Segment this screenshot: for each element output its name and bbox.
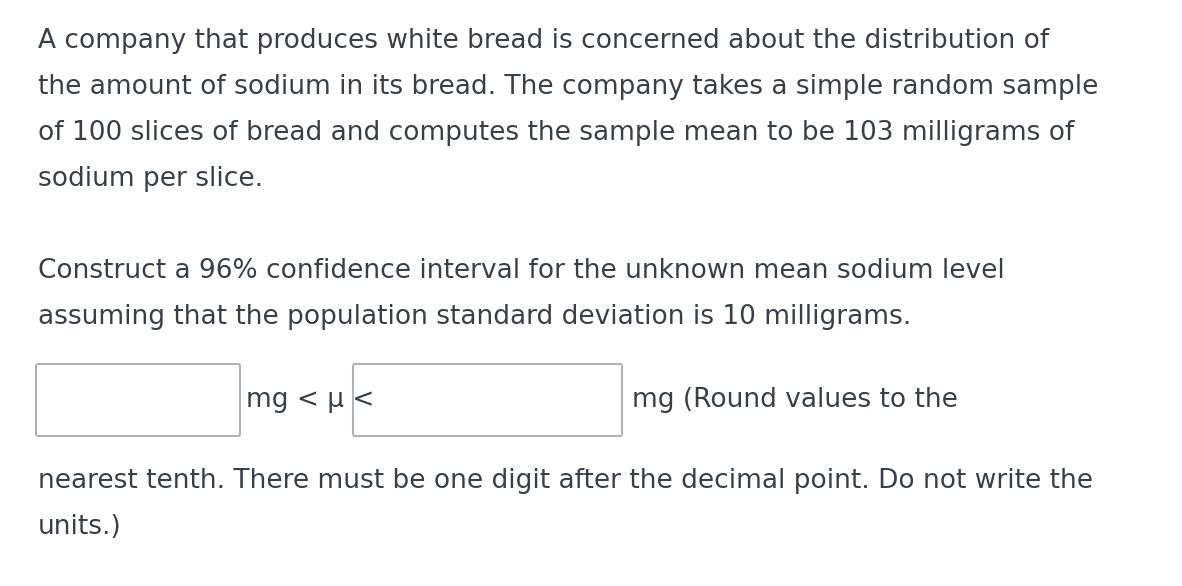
Text: the amount of sodium in its bread. The company takes a simple random sample: the amount of sodium in its bread. The c… — [38, 74, 1098, 100]
Text: Construct a 96% confidence interval for the unknown mean sodium level: Construct a 96% confidence interval for … — [38, 258, 1005, 284]
Text: nearest tenth. There must be one digit after the decimal point. Do not write the: nearest tenth. There must be one digit a… — [38, 468, 1093, 494]
Text: units.): units.) — [38, 514, 122, 540]
Text: mg (Round values to the: mg (Round values to the — [632, 387, 957, 413]
FancyBboxPatch shape — [35, 364, 240, 436]
FancyBboxPatch shape — [353, 364, 622, 436]
Text: sodium per slice.: sodium per slice. — [38, 166, 264, 192]
Text: mg < μ <: mg < μ < — [246, 387, 375, 413]
Text: of 100 slices of bread and computes the sample mean to be 103 milligrams of: of 100 slices of bread and computes the … — [38, 120, 1074, 146]
Text: A company that produces white bread is concerned about the distribution of: A company that produces white bread is c… — [38, 28, 1050, 54]
Text: assuming that the population standard deviation is 10 milligrams.: assuming that the population standard de… — [38, 304, 911, 330]
